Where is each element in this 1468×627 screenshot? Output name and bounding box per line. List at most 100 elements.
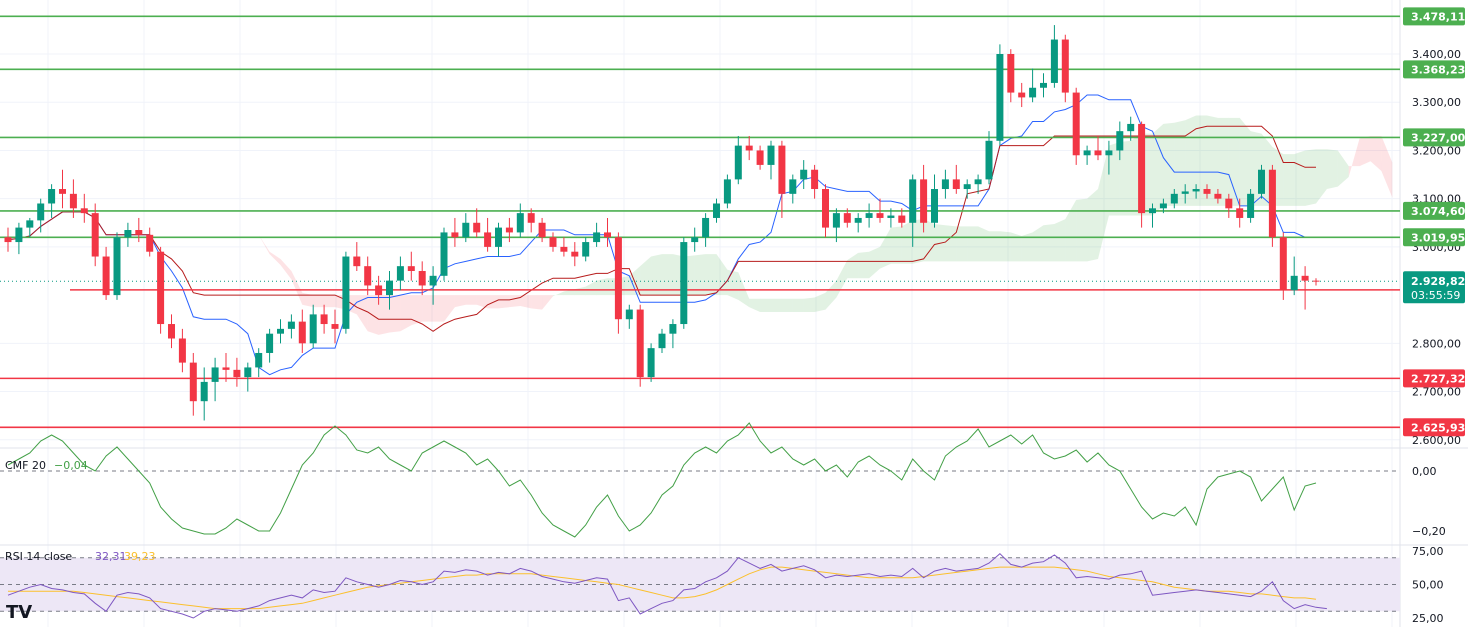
candle-body bbox=[1072, 92, 1080, 156]
cloud-segment bbox=[509, 295, 521, 308]
candle-body bbox=[91, 213, 99, 257]
cloud-segment bbox=[640, 256, 652, 296]
candle-body bbox=[789, 179, 797, 194]
cloud-segment bbox=[585, 280, 597, 296]
cloud-segment bbox=[258, 234, 270, 255]
candle-body bbox=[80, 208, 88, 214]
candle-body bbox=[1290, 275, 1298, 291]
candle-body bbox=[625, 309, 633, 320]
candle-body bbox=[560, 246, 568, 252]
candle-body bbox=[538, 222, 546, 238]
cloud-segment bbox=[869, 246, 880, 279]
candle-body bbox=[102, 256, 110, 296]
price-tick-label: 2.600,00 bbox=[1412, 434, 1461, 447]
candle-body bbox=[854, 217, 862, 223]
candle-body bbox=[48, 189, 56, 204]
cloud-segment bbox=[989, 231, 1000, 262]
cloud-segment bbox=[1239, 117, 1251, 206]
candle-body bbox=[1018, 92, 1026, 98]
cloud-segment bbox=[858, 251, 870, 279]
cloud-segment bbox=[1370, 135, 1382, 171]
cloud-segment bbox=[1217, 117, 1229, 206]
cmf-label: CMF 20 bbox=[5, 459, 46, 472]
cloud-segment bbox=[498, 295, 510, 309]
level-price-tag bbox=[1403, 369, 1465, 388]
cloud-segment bbox=[999, 231, 1011, 262]
candle-body bbox=[745, 145, 753, 151]
cloud-segment bbox=[1359, 135, 1371, 167]
cloud-segment bbox=[291, 270, 303, 305]
candle-body bbox=[211, 367, 219, 382]
cloud-segment bbox=[378, 295, 390, 335]
candle-body bbox=[1203, 189, 1211, 194]
cloud-segment bbox=[553, 291, 564, 297]
cmf-line bbox=[7, 422, 1317, 538]
cloud-segment bbox=[1087, 189, 1098, 262]
cloud-segment bbox=[542, 295, 553, 310]
candle-body bbox=[778, 145, 786, 194]
candle-body bbox=[1061, 39, 1069, 93]
cmf-value: −0,04 bbox=[54, 459, 88, 472]
cloud-segment bbox=[967, 226, 979, 262]
cloud-segment bbox=[433, 295, 444, 322]
cloud-segment bbox=[934, 223, 946, 262]
cloud-segment bbox=[400, 295, 412, 332]
cloud-segment bbox=[880, 227, 891, 269]
cloud-segment bbox=[160, 211, 172, 220]
candle-body bbox=[1192, 189, 1200, 192]
cloud-segment bbox=[836, 260, 848, 298]
cloud-segment bbox=[1054, 219, 1066, 262]
cmf-pane: 0,00 −0,20 CMF 20 −0,04 bbox=[0, 422, 1446, 538]
candle-body bbox=[1301, 275, 1309, 281]
cloud-segment bbox=[422, 295, 434, 322]
cmf-tick-label: −0,20 bbox=[1412, 525, 1446, 538]
candle-body bbox=[1127, 123, 1135, 132]
candle-body bbox=[244, 367, 252, 378]
candle-body bbox=[516, 213, 524, 233]
cloud-segment bbox=[1098, 145, 1109, 259]
cloud-segment bbox=[1228, 117, 1240, 206]
cloud-segment bbox=[890, 226, 902, 264]
cloud-segment bbox=[1326, 149, 1338, 190]
candle-body bbox=[364, 266, 372, 286]
cloud-segment bbox=[1032, 225, 1044, 262]
candle-body bbox=[1279, 237, 1287, 291]
price-tick-label: 3.300,00 bbox=[1412, 96, 1461, 109]
candle-body bbox=[473, 222, 481, 233]
cloud-segment bbox=[847, 252, 859, 279]
cloud-segment bbox=[651, 254, 662, 296]
candle-body bbox=[353, 256, 361, 267]
level-price-tag bbox=[1403, 60, 1465, 79]
candle-body bbox=[37, 203, 45, 221]
candle-body bbox=[495, 227, 502, 247]
candle-body bbox=[277, 328, 284, 334]
cloud-segment bbox=[520, 295, 532, 309]
candle-body bbox=[952, 179, 960, 190]
cloud-segment bbox=[923, 219, 935, 262]
cloud-segment bbox=[705, 254, 717, 296]
price-tick-label: 3.400,00 bbox=[1412, 48, 1461, 61]
rsi-tick-label: 25,00 bbox=[1412, 612, 1444, 625]
candle-body bbox=[1083, 150, 1091, 156]
cloud-segment bbox=[1381, 135, 1393, 198]
cloud-segment bbox=[356, 295, 368, 332]
candle-body bbox=[832, 213, 840, 228]
candle-body bbox=[222, 367, 230, 370]
rsi-ma-line bbox=[8, 566, 1317, 610]
cloud-segment bbox=[956, 226, 968, 262]
candle-body bbox=[375, 285, 383, 296]
cloud-segment bbox=[280, 258, 292, 280]
candle-body bbox=[124, 230, 132, 238]
cloud-segment bbox=[1010, 232, 1022, 262]
cloud-segment bbox=[901, 220, 913, 264]
candle-body bbox=[1258, 169, 1265, 194]
cloud-segment bbox=[1283, 154, 1295, 206]
level-price-label: 2.625,93 bbox=[1411, 421, 1465, 434]
candle-body bbox=[985, 140, 993, 180]
cloud-segment bbox=[781, 298, 793, 312]
cloud-segment bbox=[1294, 150, 1306, 206]
cloud-segment bbox=[389, 295, 401, 333]
